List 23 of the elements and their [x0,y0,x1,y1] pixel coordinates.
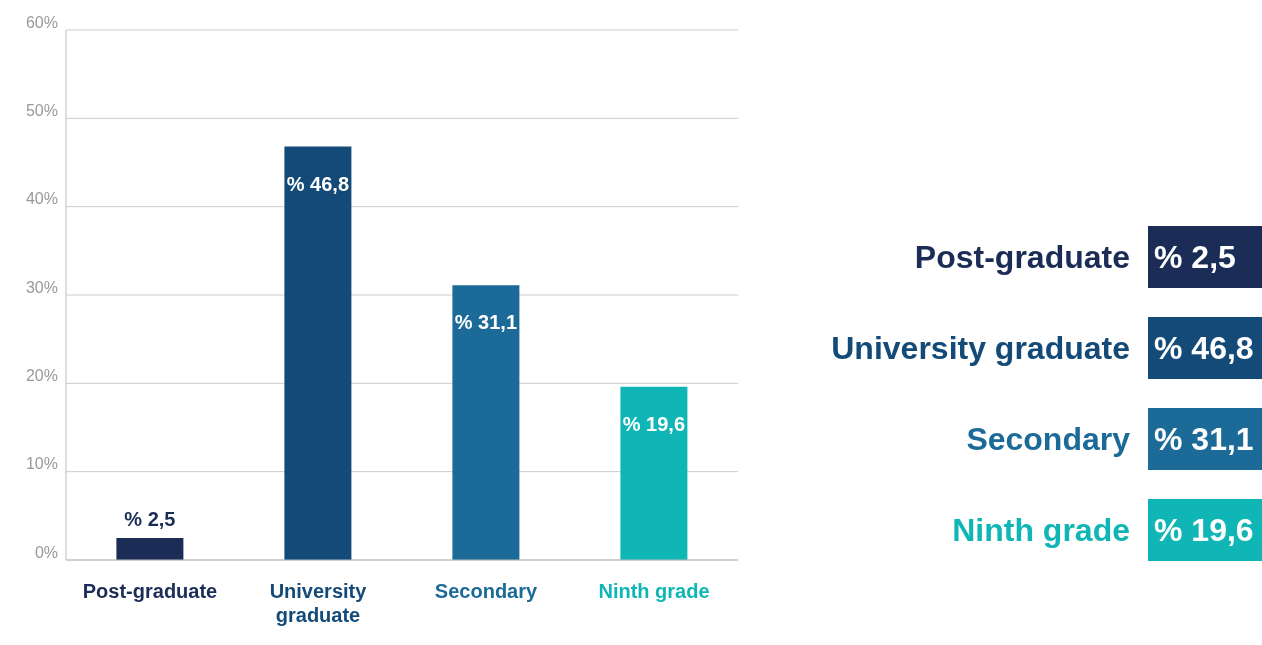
data-label: % 31,1 [454,311,518,334]
category-label: University graduate [831,329,1130,366]
y-tick-label: 50% [25,102,58,120]
data-label: % 46,8 [286,172,350,195]
y-tick-label: 0% [34,543,58,561]
text: % 46,8 [1154,329,1254,366]
y-tick-label: 10% [25,455,58,473]
x-tick-label: Secondary [434,580,539,602]
text: % 19,6 [1154,511,1254,548]
x-tick-label: Post-graduate [82,580,218,602]
category-label: Post-graduate [914,238,1130,275]
category-label: Ninth grade [952,511,1130,548]
x-tick-label: University graduate [269,580,368,626]
y-tick-label: 30% [25,278,58,296]
x-tick-label: Ninth grade [598,580,710,602]
y-tick-label: 60% [25,13,58,31]
y-tick-label: 20% [25,367,58,385]
category-label: Secondary [966,420,1130,457]
data-label: % 2,5 [124,507,176,530]
text: % 2,5 [1154,238,1236,275]
y-tick-label: 40% [25,190,58,208]
data-label: % 19,6 [622,412,686,435]
text: % 31,1 [1154,420,1254,457]
